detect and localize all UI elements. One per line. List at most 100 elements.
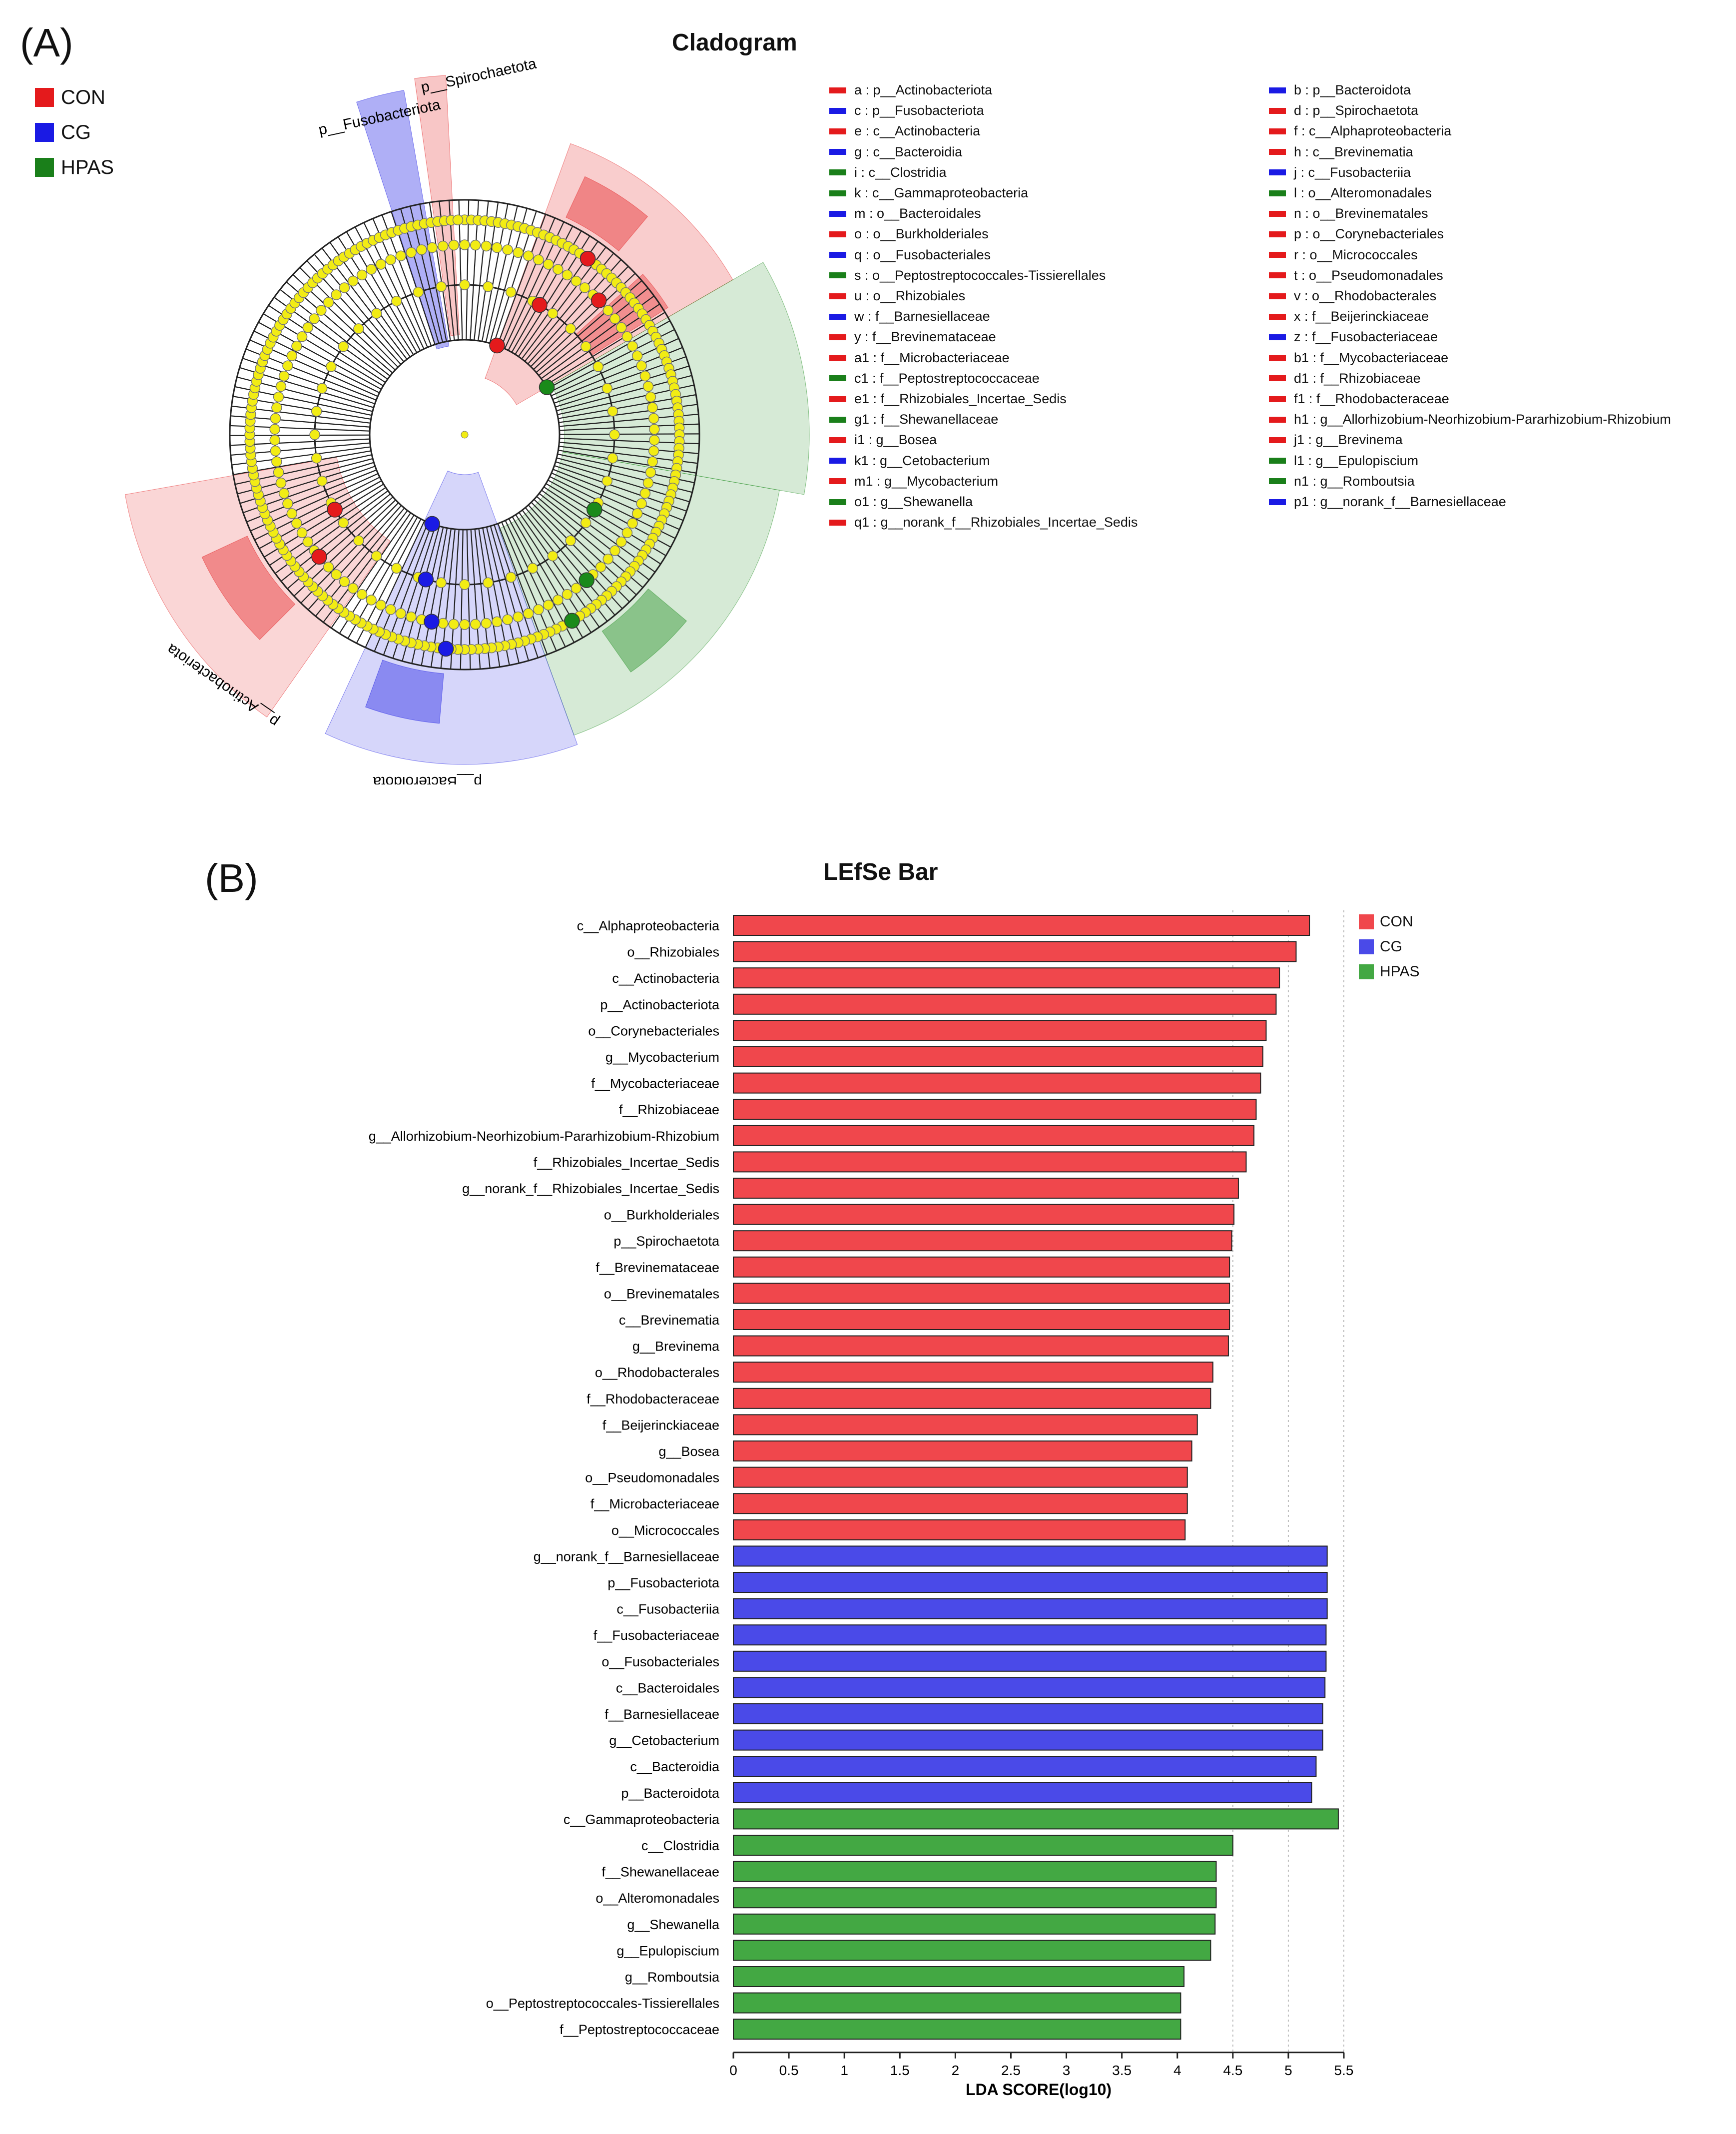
cladogram-key-item: k : c__Gammaproteobacteria xyxy=(829,185,1028,201)
cladogram-key-text: p1 : g__norank_f__Barnesiellaceae xyxy=(1294,494,1506,509)
clade-node xyxy=(615,536,627,548)
bar-label: g__Romboutsia xyxy=(625,1970,720,1985)
bar xyxy=(733,1729,1323,1751)
bar xyxy=(733,1099,1257,1120)
clade-node xyxy=(627,518,638,529)
bar-label: f__Mycobacteriaceae xyxy=(591,1076,719,1091)
clade-node xyxy=(271,456,282,467)
lefse-legend: CON CG HPAS xyxy=(1359,909,1419,984)
legend-swatch-hpas xyxy=(35,158,54,177)
cladogram-key-swatch xyxy=(829,107,846,114)
bar-label: p__Actinobacteriota xyxy=(600,997,720,1012)
clade-node xyxy=(448,239,460,251)
bar-label: c__Bacteroidales xyxy=(616,1680,719,1695)
cladogram-key-item: q1 : g__norank_f__Rhizobiales_Incertae_S… xyxy=(829,515,1138,530)
x-tick-label: 5 xyxy=(1284,2063,1292,2078)
clade-node xyxy=(371,308,382,319)
clade-node xyxy=(339,576,350,587)
clade-highlight-sector xyxy=(601,588,687,673)
bar xyxy=(733,1703,1323,1724)
x-tick-label: 4 xyxy=(1173,2063,1181,2078)
bar xyxy=(733,1756,1317,1777)
clade-node xyxy=(609,429,620,440)
clade-node xyxy=(562,269,573,281)
bar xyxy=(733,1966,1185,1987)
cladogram-key-swatch xyxy=(1269,458,1286,464)
clade-node xyxy=(470,619,481,630)
cladogram-key-swatch xyxy=(1269,313,1286,320)
clade-node xyxy=(639,488,651,499)
clade-node xyxy=(609,313,620,324)
clade-node xyxy=(271,402,282,413)
clade-node xyxy=(448,619,460,630)
cladogram-key-text: t : o__Pseudomonadales xyxy=(1294,267,1443,283)
clade-node xyxy=(533,254,544,265)
cladogram-key-swatch xyxy=(1269,169,1286,176)
cladogram-key-swatch xyxy=(829,437,846,443)
legend-label-cg: CG xyxy=(61,121,91,143)
bar-label: c__Gammaproteobacteria xyxy=(564,1812,720,1827)
cladogram-key-text: h1 : g__Allorhizobium-Neorhizobium-Parar… xyxy=(1294,412,1671,427)
clade-node xyxy=(553,264,564,275)
cladogram-key-text: g : c__Bacteroidia xyxy=(854,144,963,159)
clade-node xyxy=(580,517,591,529)
clade-node xyxy=(636,360,647,371)
clade-highlight-sector xyxy=(325,470,578,765)
clade-node xyxy=(331,569,342,580)
clade-node xyxy=(385,254,396,265)
legend-item-cg: CG xyxy=(35,115,114,150)
cladogram-key-item: a : p__Actinobacteriota xyxy=(829,82,992,98)
cladogram-key-item: p1 : g__norank_f__Barnesiellaceae xyxy=(1269,494,1506,510)
clade-node xyxy=(505,572,517,583)
x-tick-label: 2 xyxy=(952,2063,960,2078)
bar xyxy=(733,1493,1188,1514)
clade-node xyxy=(371,550,382,562)
cladogram-key-swatch xyxy=(1269,149,1286,155)
bar-label: f__Barnesiellaceae xyxy=(604,1707,719,1722)
cladogram-key-swatch xyxy=(1269,210,1286,217)
cladogram-key-text: g1 : f__Shewanellaceae xyxy=(854,412,999,427)
clade-node xyxy=(636,498,647,509)
clade-node xyxy=(459,239,470,250)
clade-node xyxy=(366,595,377,606)
cladogram-key-swatch xyxy=(1269,293,1286,299)
cladogram-key-swatch xyxy=(829,355,846,361)
clade-biomarker-node xyxy=(311,549,327,565)
bar-label: c__Clostridia xyxy=(641,1838,720,1853)
clade-node xyxy=(338,341,349,352)
clade-node xyxy=(391,563,402,574)
cladogram-key-text: r : o__Micrococcales xyxy=(1294,247,1418,262)
cladogram-key-text: x : f__Beijerinckiaceae xyxy=(1294,309,1429,324)
cladogram-group-legend: CON CG HPAS xyxy=(35,80,114,185)
clade-node xyxy=(416,244,427,255)
bar xyxy=(733,1362,1213,1383)
clade-node xyxy=(543,259,554,270)
clade-node xyxy=(502,614,513,625)
clade-node xyxy=(649,424,660,435)
lefse-legend-item-con: CON xyxy=(1359,909,1419,934)
clade-node xyxy=(601,475,613,487)
cladogram-key-item: b : p__Bacteroidota xyxy=(1269,82,1411,98)
clade-node xyxy=(385,604,396,615)
cladogram-key-item: n1 : g__Romboutsia xyxy=(1269,474,1415,489)
clade-node xyxy=(278,488,290,499)
clade-node xyxy=(571,583,582,594)
cladogram-key-text: y : f__Brevinemataceae xyxy=(854,329,996,345)
clade-node xyxy=(286,350,298,361)
clade-biomarker-node xyxy=(489,337,505,354)
clade-node xyxy=(527,563,538,574)
cladogram-key-text: p : o__Corynebacteriales xyxy=(1294,226,1444,242)
bar xyxy=(733,1624,1327,1646)
cladogram-key-swatch xyxy=(829,149,846,155)
panel-b-label: (B) xyxy=(205,856,258,900)
clade-node xyxy=(483,281,494,292)
clade-biomarker-node xyxy=(424,614,440,630)
cladogram-key-swatch xyxy=(1269,355,1286,361)
x-tick-label: 2.5 xyxy=(1001,2063,1021,2078)
cladogram-key-swatch xyxy=(829,375,846,382)
clade-node xyxy=(523,608,534,619)
clade-node xyxy=(316,475,328,487)
bar-label: o__Rhodobacterales xyxy=(595,1365,719,1380)
bar-label: f__Microbacteriaceae xyxy=(590,1496,719,1511)
clade-node xyxy=(602,554,613,565)
